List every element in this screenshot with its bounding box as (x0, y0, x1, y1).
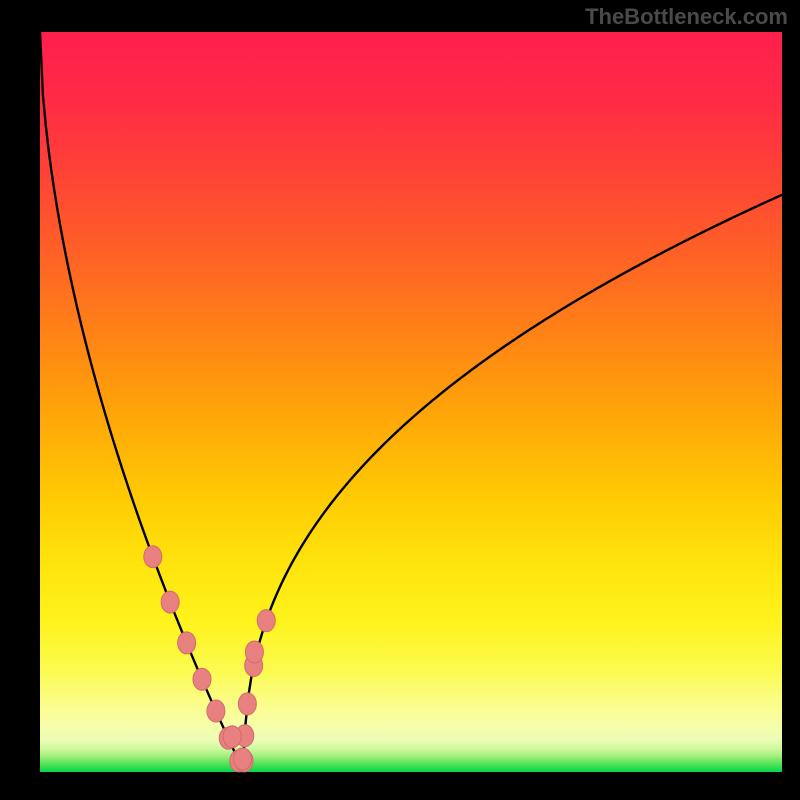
chart-svg (0, 0, 800, 800)
marker-dot (161, 591, 179, 613)
plot-background (40, 32, 782, 772)
marker-dot (178, 632, 196, 654)
attribution-label: TheBottleneck.com (585, 4, 788, 30)
marker-dot (144, 546, 162, 568)
marker-dot (238, 693, 256, 715)
marker-dot (234, 748, 252, 770)
chart-container: TheBottleneck.com (0, 0, 800, 800)
marker-dot (257, 610, 275, 632)
marker-dot (245, 641, 263, 663)
marker-dot (207, 700, 225, 722)
marker-dot (193, 668, 211, 690)
marker-dot (223, 726, 241, 748)
